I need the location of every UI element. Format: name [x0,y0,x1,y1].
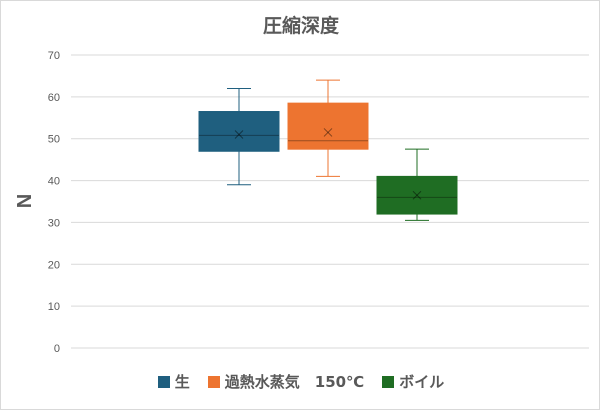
legend-label: ボイル [399,373,445,391]
mean-marker [323,128,333,137]
y-tick-label: 0 [54,343,60,355]
mean-marker [323,128,333,137]
y-tick-label: 70 [48,50,60,62]
y-tick-label: 10 [48,301,60,313]
legend-swatch [207,375,220,388]
y-tick-labels: 0 10 20 30 40 50 60 70 [48,50,60,355]
legend: 生 過熱水蒸気 150℃ ボイル [1,371,600,392]
gridlines [71,54,589,349]
y-axis-label: N [14,194,36,208]
box-plots [198,79,458,221]
box-iqr [287,102,369,150]
box-plot [287,79,369,177]
legend-item: ボイル [382,371,444,392]
box-iqr [376,175,458,215]
y-tick-label: 60 [48,92,60,104]
box-iqr [198,111,280,152]
legend-item: 過熱水蒸気 150℃ [207,371,365,392]
legend-item: 生 [157,371,190,392]
mean-marker [234,130,244,139]
box-plot [198,87,280,186]
y-tick-label: 30 [48,217,60,229]
y-tick-label: 50 [48,134,60,146]
chart-title: 圧縮深度 [262,15,339,37]
y-tick-label: 20 [48,259,60,271]
legend-swatch [382,375,395,388]
y-tick-label: 40 [48,176,60,188]
legend-label: 生 [174,373,190,391]
mean-marker [412,190,422,200]
legend-label: 過熱水蒸気 150℃ [224,373,365,391]
mean-marker [412,190,422,200]
mean-marker [234,130,244,139]
legend-swatch [157,375,170,388]
box-plot [376,148,458,221]
